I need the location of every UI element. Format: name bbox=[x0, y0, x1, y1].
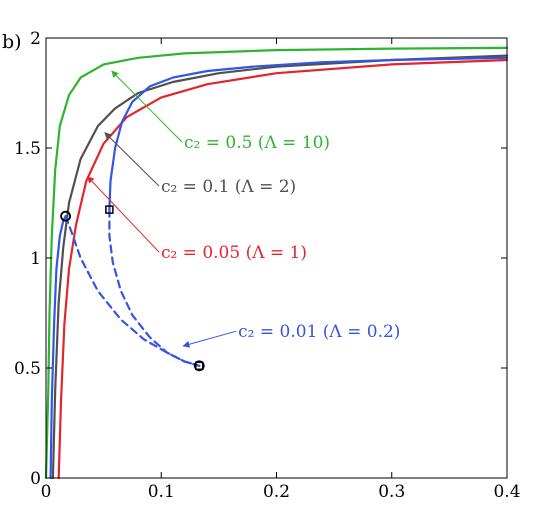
annotation-layer: c₂ = 0.5 (Λ = 10) c₂ = 0.1 (Λ = 2) c₂ = 0.… bbox=[87, 70, 400, 348]
series-line-6 bbox=[108, 208, 201, 367]
annotation-arrow-1 bbox=[104, 132, 160, 187]
marker-square-1 bbox=[105, 205, 114, 214]
annotation-arrow-0 bbox=[111, 70, 183, 143]
series-line-5 bbox=[64, 215, 201, 367]
x-tick-label-0: 0 bbox=[41, 482, 52, 502]
annotation-label-1: c₂ = 0.1 (Λ = 2) bbox=[161, 177, 296, 197]
series-line-2 bbox=[57, 58, 509, 480]
y-tick-label-1: 0.5 bbox=[14, 359, 41, 379]
annotation-arrow-3 bbox=[182, 330, 237, 348]
y-tick-label-2: 1 bbox=[30, 249, 41, 269]
tick-layer: 0 0.1 0.2 0.3 0.4 0 0.5 1 1.5 2 bbox=[14, 29, 521, 502]
series-line-0 bbox=[44, 46, 509, 480]
marker-square-3 bbox=[195, 361, 204, 371]
x-tick-label-3: 0.3 bbox=[378, 482, 405, 502]
annotation-label-3: c₂ = 0.01 (Λ = 0.2) bbox=[238, 322, 400, 342]
marker-circle-2 bbox=[193, 360, 205, 372]
y-tick-label-0: 0 bbox=[30, 469, 41, 489]
x-tick-label-2: 0.2 bbox=[263, 482, 290, 502]
y-tick-label-3: 1.5 bbox=[14, 139, 41, 159]
y-tick-label-4: 2 bbox=[30, 29, 41, 49]
marker-layer bbox=[60, 205, 205, 372]
x-tick-label-1: 0.1 bbox=[148, 482, 175, 502]
annotation-label-2: c₂ = 0.05 (Λ = 1) bbox=[161, 243, 307, 263]
series-layer bbox=[44, 46, 509, 480]
x-tick-label-4: 0.4 bbox=[493, 482, 520, 502]
panel-label: b) bbox=[2, 31, 22, 53]
annotation-label-0: c₂ = 0.5 (Λ = 10) bbox=[184, 133, 330, 153]
series-line-4 bbox=[108, 56, 509, 211]
annotation-arrow-2 bbox=[87, 176, 160, 253]
marker-circle-0 bbox=[60, 210, 71, 222]
series-line-1 bbox=[51, 54, 509, 480]
